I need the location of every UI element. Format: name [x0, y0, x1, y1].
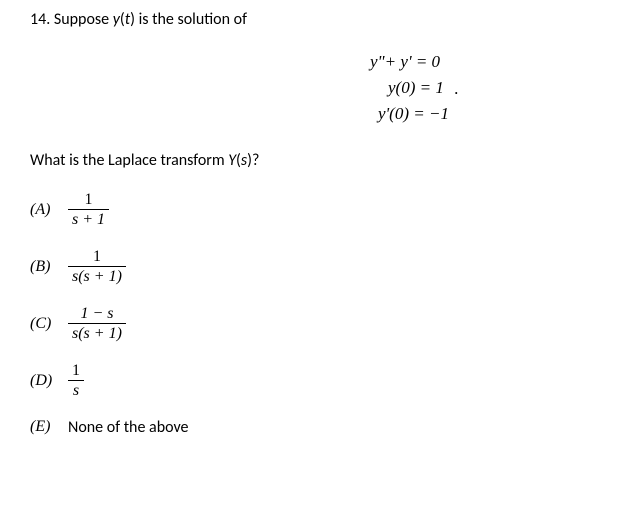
equation-line-2: y(0) = 1 . [370, 75, 611, 102]
option-b: (B) 1 s(s + 1) [30, 247, 611, 288]
option-a-num: 1 [68, 190, 109, 210]
option-c-den: s(s + 1) [68, 324, 126, 345]
question-page: 14. Suppose y(t) is the solution of y"+ … [0, 0, 641, 463]
stem-suffix: is the solution of [135, 10, 247, 29]
option-a-den: s + 1 [68, 210, 109, 231]
option-d: (D) 1 s [30, 361, 611, 402]
option-c: (C) 1 − s s(s + 1) [30, 304, 611, 345]
option-e-label: (E) [30, 418, 58, 436]
option-b-num: 1 [68, 247, 126, 267]
option-a-fraction: 1 s + 1 [68, 190, 109, 231]
option-d-label: (D) [30, 372, 58, 390]
option-e-text: None of the above [68, 418, 189, 437]
option-c-num: 1 − s [68, 304, 126, 324]
stem-prefix: Suppose [54, 10, 113, 29]
eq3: y'(0) = −1 [378, 104, 449, 123]
question-number: 14. [30, 10, 50, 29]
option-d-num: 1 [68, 361, 84, 381]
question-stem: 14. Suppose y(t) is the solution of [30, 10, 611, 29]
sub-question: What is the Laplace transform Y(s)? [30, 151, 611, 170]
option-b-label: (B) [30, 258, 58, 276]
option-d-den: s [68, 381, 84, 402]
equation-line-1: y"+ y' = 0 [370, 49, 611, 75]
subq-prefix: What is the Laplace transform [30, 151, 228, 170]
option-b-den: s(s + 1) [68, 267, 126, 288]
stem-var: y [113, 10, 120, 29]
option-c-label: (C) [30, 315, 58, 333]
option-c-fraction: 1 − s s(s + 1) [68, 304, 126, 345]
option-a-label: (A) [30, 201, 58, 219]
option-a: (A) 1 s + 1 [30, 190, 611, 231]
eq2: y(0) = 1 [388, 78, 444, 97]
equation-period: . [454, 76, 458, 102]
option-d-fraction: 1 s [68, 361, 84, 402]
subq-sym: Y [228, 151, 236, 170]
subq-qmark: ? [252, 151, 259, 170]
options-list: (A) 1 s + 1 (B) 1 s(s + 1) (C) 1 − s s(s… [30, 190, 611, 437]
option-e: (E) None of the above [30, 418, 611, 437]
option-b-fraction: 1 s(s + 1) [68, 247, 126, 288]
eq1: y"+ y' = 0 [370, 52, 440, 71]
equation-block: y"+ y' = 0 y(0) = 1 . y'(0) = −1 [370, 49, 611, 127]
equation-line-3: y'(0) = −1 [370, 101, 611, 127]
